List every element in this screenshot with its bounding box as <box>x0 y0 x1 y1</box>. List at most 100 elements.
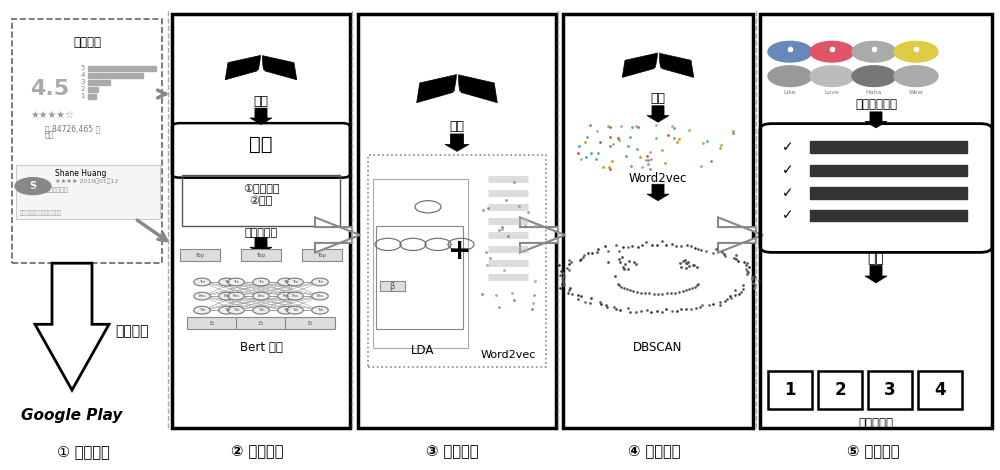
Bar <box>810 187 967 199</box>
FancyBboxPatch shape <box>285 317 335 329</box>
Bar <box>810 141 967 153</box>
Circle shape <box>312 306 328 314</box>
Bar <box>88 87 98 92</box>
FancyBboxPatch shape <box>302 249 342 261</box>
Circle shape <box>253 292 269 300</box>
Circle shape <box>194 292 210 300</box>
Polygon shape <box>225 55 261 80</box>
Text: 3: 3 <box>80 79 85 85</box>
Text: Word2vec: Word2vec <box>629 172 687 185</box>
Text: ✓: ✓ <box>782 208 794 222</box>
Text: Google Play: Google Play <box>21 408 123 423</box>
Text: 建议优先级: 建议优先级 <box>858 417 894 431</box>
Text: 数据收集: 数据收集 <box>115 324 148 338</box>
Text: Tok: Tok <box>233 308 239 312</box>
Text: 字典: 字典 <box>254 94 268 108</box>
Text: +: + <box>448 237 472 266</box>
Polygon shape <box>718 217 763 253</box>
Text: Word2vec: Word2vec <box>480 350 536 360</box>
Text: E₁: E₁ <box>209 321 215 326</box>
Text: Top: Top <box>256 253 266 258</box>
Polygon shape <box>315 217 360 253</box>
Circle shape <box>253 278 269 286</box>
Polygon shape <box>261 55 297 80</box>
Text: S: S <box>29 181 37 191</box>
Text: 4: 4 <box>934 381 946 399</box>
Circle shape <box>219 292 235 300</box>
Text: Pos: Pos <box>223 294 230 298</box>
Text: 评论: 评论 <box>45 130 54 140</box>
Circle shape <box>852 66 896 86</box>
Polygon shape <box>457 74 497 102</box>
Text: 字典: 字典 <box>650 92 665 105</box>
Polygon shape <box>647 106 669 122</box>
Text: ✓: ✓ <box>782 163 794 177</box>
Text: 5: 5 <box>81 65 85 71</box>
Text: 为成功发布有帮助？？？？？: 为成功发布有帮助？？？？？ <box>20 210 62 216</box>
Text: Tre: Tre <box>292 280 298 284</box>
Text: Pos: Pos <box>233 294 240 298</box>
Text: 4.5: 4.5 <box>30 79 69 99</box>
FancyBboxPatch shape <box>187 317 237 329</box>
FancyBboxPatch shape <box>380 281 405 291</box>
Bar <box>88 73 143 78</box>
Bar <box>810 210 967 221</box>
Text: Tre: Tre <box>283 280 289 284</box>
FancyBboxPatch shape <box>241 249 281 261</box>
Text: 共 84726,465 个: 共 84726,465 个 <box>45 125 100 134</box>
Text: ★★★★ 2019年01月12: ★★★★ 2019年01月12 <box>55 179 118 184</box>
Text: Tre: Tre <box>258 280 264 284</box>
Text: Wow: Wow <box>909 90 923 95</box>
Text: ① 数据收集: ① 数据收集 <box>57 445 109 460</box>
Text: E₁: E₁ <box>307 321 313 326</box>
Text: DBSCAN: DBSCAN <box>633 341 683 354</box>
Text: Bert 模型: Bert 模型 <box>240 341 282 354</box>
Text: LDA: LDA <box>411 344 435 357</box>
Polygon shape <box>250 237 272 254</box>
Polygon shape <box>417 74 457 102</box>
Text: ⑤ 综合建议: ⑤ 综合建议 <box>847 445 899 460</box>
Bar <box>88 66 156 70</box>
Text: Tok: Tok <box>224 308 230 312</box>
Text: Pos: Pos <box>316 294 323 298</box>
Text: ✓: ✓ <box>782 140 794 154</box>
Polygon shape <box>35 263 109 390</box>
Text: 1: 1 <box>80 94 85 99</box>
Circle shape <box>228 278 244 286</box>
Circle shape <box>768 41 812 62</box>
Text: Pos: Pos <box>283 294 290 298</box>
Text: E₁: E₁ <box>258 321 264 326</box>
Text: ①去除噪声: ①去除噪声 <box>243 183 279 193</box>
Text: 总结: 总结 <box>868 251 884 266</box>
Text: ④ 句子聚类: ④ 句子聚类 <box>628 445 680 460</box>
Circle shape <box>228 292 244 300</box>
Text: Tre: Tre <box>199 280 205 284</box>
Bar <box>88 94 96 99</box>
Polygon shape <box>658 53 694 78</box>
Circle shape <box>312 278 328 286</box>
Text: ③ 主题分类: ③ 主题分类 <box>426 445 478 460</box>
Polygon shape <box>865 112 887 128</box>
Text: Like: Like <box>784 90 796 95</box>
Circle shape <box>228 306 244 314</box>
Text: Love: Love <box>825 90 839 95</box>
Circle shape <box>287 292 303 300</box>
Text: Tre: Tre <box>233 280 239 284</box>
Text: Top: Top <box>195 253 205 258</box>
Circle shape <box>894 41 938 62</box>
Text: 字典: 字典 <box>449 120 464 133</box>
Text: Pos: Pos <box>292 294 298 298</box>
Text: Shane Huang: Shane Huang <box>55 169 106 179</box>
Text: 2: 2 <box>834 381 846 399</box>
Circle shape <box>768 66 812 86</box>
Polygon shape <box>520 217 565 253</box>
Text: 用户评论: 用户评论 <box>73 36 101 49</box>
Circle shape <box>194 306 210 314</box>
Circle shape <box>15 178 51 195</box>
Text: ★★★★☆: ★★★★☆ <box>30 110 74 120</box>
Text: 2: 2 <box>81 86 85 92</box>
Circle shape <box>312 292 328 300</box>
Text: ②分句: ②分句 <box>249 196 273 206</box>
Circle shape <box>278 292 294 300</box>
Text: Pos: Pos <box>198 294 206 298</box>
